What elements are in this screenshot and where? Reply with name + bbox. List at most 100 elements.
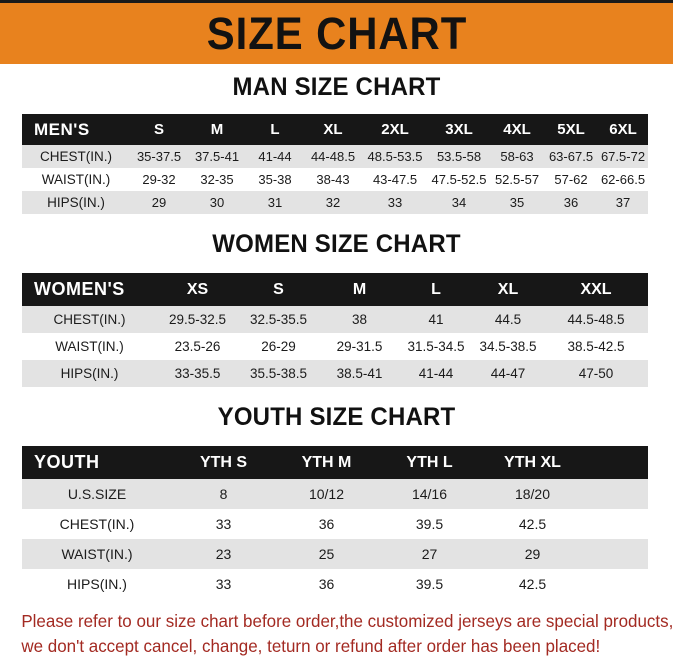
- youth-table-header-row: YOUTH YTH S YTH M YTH L YTH XL: [22, 446, 648, 479]
- youth-size-col-3: YTH XL: [504, 453, 561, 471]
- man-size-col-8: 6XL: [609, 121, 637, 138]
- women-hips-2: 38.5-41: [336, 366, 383, 381]
- women-size-col-5: XXL: [580, 280, 612, 298]
- youth-size-table: YOUTH YTH S YTH M YTH L YTH XL U.S.SIZE …: [22, 446, 648, 599]
- man-size-col-7: 5XL: [557, 121, 585, 138]
- youth-waist-3: 29: [524, 546, 541, 562]
- youth-ussize-3: 18/20: [514, 486, 551, 502]
- man-waist-3: 38-43: [316, 172, 350, 187]
- man-chest-6: 58-63: [500, 149, 534, 164]
- youth-hips-0: 33: [215, 576, 232, 592]
- man-size-table-wrapper: MEN'S S M L XL 2XL 3XL 4XL 5XL 6XL CHEST…: [22, 114, 648, 214]
- women-hips-3: 41-44: [418, 366, 454, 381]
- women-size-col-0: XS: [186, 280, 209, 298]
- man-size-col-6: 4XL: [503, 121, 531, 138]
- table-row: WAIST(IN.) 23 25 27 29: [22, 539, 648, 569]
- size-chart-banner: SIZE CHART: [0, 0, 673, 64]
- women-size-table-wrapper: WOMEN'S XS S M L XL XXL CHEST(IN.) 29.5-…: [22, 273, 648, 387]
- disclaimer-note: Please refer to our size chart before or…: [0, 609, 673, 659]
- man-row-label-hips: HIPS(IN.): [47, 195, 105, 210]
- women-hips-5: 47-50: [578, 366, 614, 381]
- women-table-header-row: WOMEN'S XS S M L XL XXL: [22, 273, 648, 306]
- man-chest-5: 53.5-58: [436, 149, 482, 164]
- youth-size-table-wrapper: YOUTH YTH S YTH M YTH L YTH XL U.S.SIZE …: [22, 446, 648, 599]
- youth-size-col-0: YTH S: [199, 453, 248, 471]
- youth-ussize-2: 14/16: [411, 486, 448, 502]
- man-chest-8: 67.5-72: [600, 149, 646, 164]
- youth-waist-0: 23: [215, 546, 232, 562]
- man-hips-4: 33: [387, 195, 403, 210]
- section-title-youth: YOUTH SIZE CHART: [217, 403, 456, 431]
- table-row: CHEST(IN.) 33 36 39.5 42.5: [22, 509, 648, 539]
- man-size-col-2: L: [270, 121, 280, 138]
- youth-hips-3: 42.5: [518, 576, 547, 592]
- women-chest-1: 32.5-35.5: [249, 312, 308, 327]
- women-row-label-chest: CHEST(IN.): [53, 312, 126, 327]
- women-row-label-hips: HIPS(IN.): [60, 366, 119, 381]
- man-chest-2: 41-44: [258, 149, 292, 164]
- man-chest-7: 63-67.5: [548, 149, 594, 164]
- youth-hips-1: 36: [318, 576, 335, 592]
- man-waist-6: 52.5-57: [494, 172, 540, 187]
- man-size-col-0: S: [153, 121, 164, 138]
- man-chest-4: 48.5-53.5: [367, 149, 423, 164]
- section-youth: YOUTH SIZE CHART YOUTH YTH S YTH M YTH L…: [0, 403, 673, 599]
- women-waist-5: 38.5-42.5: [567, 339, 625, 354]
- man-size-col-3: XL: [323, 121, 343, 138]
- youth-hips-2: 39.5: [415, 576, 444, 592]
- women-category-label: WOMEN'S: [34, 279, 125, 299]
- section-title-man: MAN SIZE CHART: [232, 73, 441, 101]
- table-row: U.S.SIZE 8 10/12 14/16 18/20: [22, 479, 648, 509]
- table-row: CHEST(IN.) 35-37.5 37.5-41 41-44 44-48.5…: [22, 145, 648, 168]
- youth-chest-2: 39.5: [415, 516, 444, 532]
- women-chest-0: 29.5-32.5: [168, 312, 227, 327]
- man-hips-5: 34: [451, 195, 467, 210]
- women-hips-1: 35.5-38.5: [249, 366, 308, 381]
- man-row-label-chest: CHEST(IN.): [40, 149, 112, 164]
- women-size-col-3: L: [431, 280, 441, 298]
- page-title: SIZE CHART: [206, 8, 467, 59]
- youth-size-col-2: YTH L: [406, 453, 453, 471]
- disclaimer-line-2: we don't accept cancel, change, teturn o…: [21, 636, 601, 656]
- women-size-col-4: XL: [497, 280, 519, 298]
- youth-ussize-empty: [584, 479, 648, 509]
- man-chest-3: 44-48.5: [310, 149, 356, 164]
- disclaimer-line-1: Please refer to our size chart before or…: [21, 611, 673, 631]
- women-waist-0: 23.5-26: [174, 339, 221, 354]
- table-row: HIPS(IN.) 33-35.5 35.5-38.5 38.5-41 41-4…: [22, 360, 648, 387]
- youth-ussize-0: 8: [219, 486, 228, 502]
- man-hips-8: 37: [615, 195, 631, 210]
- table-row: WAIST(IN.) 29-32 32-35 35-38 38-43 43-47…: [22, 168, 648, 191]
- youth-ussize-1: 10/12: [308, 486, 345, 502]
- women-size-col-1: S: [273, 280, 284, 298]
- man-table-header-row: MEN'S S M L XL 2XL 3XL 4XL 5XL 6XL: [22, 114, 648, 145]
- man-size-col-1: M: [210, 121, 224, 138]
- youth-chest-empty: [584, 509, 648, 539]
- man-hips-3: 32: [325, 195, 341, 210]
- man-hips-7: 36: [563, 195, 579, 210]
- table-row: HIPS(IN.) 33 36 39.5 42.5: [22, 569, 648, 599]
- man-hips-2: 31: [267, 195, 283, 210]
- women-hips-4: 44-47: [490, 366, 526, 381]
- youth-waist-empty: [584, 539, 648, 569]
- man-hips-0: 29: [151, 195, 167, 210]
- women-waist-1: 26-29: [261, 339, 296, 354]
- women-size-col-2: M: [352, 280, 367, 298]
- women-chest-5: 44.5-48.5: [567, 312, 625, 327]
- youth-chest-1: 36: [318, 516, 335, 532]
- table-row: WAIST(IN.) 23.5-26 26-29 29-31.5 31.5-34…: [22, 333, 648, 360]
- section-man: MAN SIZE CHART MEN'S S M L XL 2XL 3XL 4X…: [0, 73, 673, 214]
- man-chest-1: 37.5-41: [194, 149, 240, 164]
- section-women: WOMEN SIZE CHART WOMEN'S XS S M L XL XXL…: [0, 230, 673, 387]
- man-size-table: MEN'S S M L XL 2XL 3XL 4XL 5XL 6XL CHEST…: [22, 114, 648, 214]
- women-size-table: WOMEN'S XS S M L XL XXL CHEST(IN.) 29.5-…: [22, 273, 648, 387]
- man-waist-7: 57-62: [554, 172, 588, 187]
- man-hips-6: 35: [509, 195, 525, 210]
- youth-row-label-ussize: U.S.SIZE: [67, 486, 127, 502]
- women-waist-2: 29-31.5: [336, 339, 383, 354]
- man-hips-1: 30: [209, 195, 225, 210]
- man-waist-1: 32-35: [200, 172, 234, 187]
- man-waist-2: 35-38: [258, 172, 292, 187]
- youth-row-label-chest: CHEST(IN.): [59, 516, 135, 532]
- women-waist-4: 34.5-38.5: [479, 339, 537, 354]
